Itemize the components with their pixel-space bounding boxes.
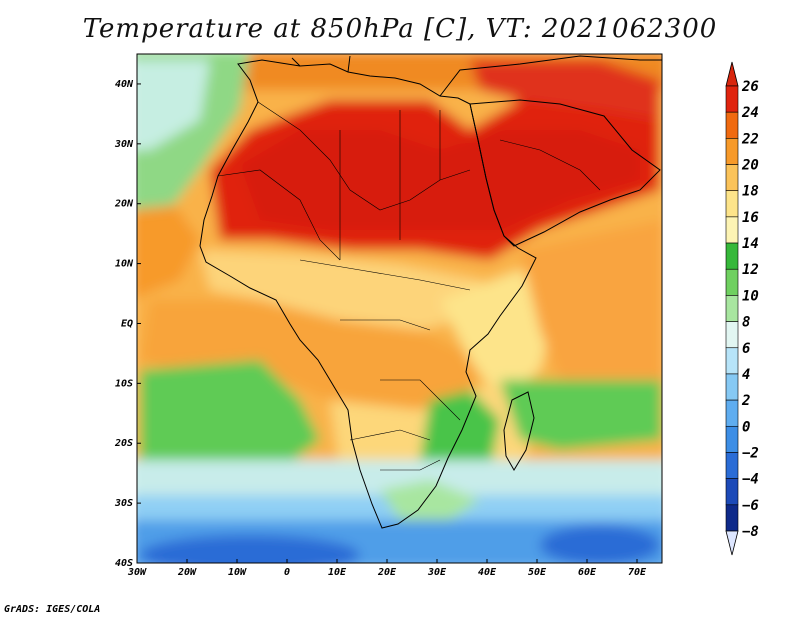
colorbar-swatch bbox=[725, 242, 739, 270]
colorbar-label: −4 bbox=[742, 472, 759, 488]
colorbar-swatch bbox=[725, 190, 739, 218]
colorbar-label: 0 bbox=[742, 419, 750, 435]
colorbar-swatch bbox=[725, 425, 739, 453]
colorbar-bottom-arrow bbox=[725, 530, 739, 556]
colorbar-label: −6 bbox=[742, 498, 759, 514]
colorbar-swatch bbox=[725, 373, 739, 401]
y-tick-label: 30N bbox=[114, 139, 134, 150]
y-tick-label: 20S bbox=[114, 438, 133, 449]
temperature-field bbox=[137, 54, 662, 563]
colorbar-label: 14 bbox=[742, 236, 759, 252]
plot-frame bbox=[136, 53, 663, 564]
colorbar-label: 6 bbox=[742, 341, 750, 357]
x-tick-label: 0 bbox=[284, 567, 290, 578]
colorbar-label: 18 bbox=[742, 184, 759, 200]
x-tick-label: 30E bbox=[427, 567, 447, 578]
coastlines bbox=[199, 55, 662, 529]
x-tick-label: 20E bbox=[377, 567, 397, 578]
colorbar-label: 12 bbox=[742, 262, 759, 278]
colorbar-swatch bbox=[725, 347, 739, 375]
colorbar-label: 24 bbox=[741, 105, 759, 121]
colorbar-label: 22 bbox=[741, 131, 759, 147]
y-tick-label: 20N bbox=[114, 199, 134, 210]
map-title: Temperature at 850hPa [C], VT: 202106230… bbox=[82, 14, 718, 44]
colorbar-label: 4 bbox=[742, 367, 750, 383]
colorbar-swatch bbox=[725, 478, 739, 506]
x-tick-label: 30W bbox=[127, 567, 147, 578]
y-tick-label: 40S bbox=[115, 558, 133, 569]
credit-label: GrADS: IGES/COLA bbox=[4, 604, 101, 615]
y-tick-label: 10S bbox=[115, 378, 133, 389]
colorbar-swatch bbox=[725, 164, 739, 192]
x-tick-label: 40E bbox=[478, 567, 497, 578]
y-tick-label: 30S bbox=[114, 498, 133, 509]
x-tick-label: 20W bbox=[177, 567, 197, 578]
colorbar-label: 2 bbox=[741, 393, 750, 409]
x-tick-label: 10W bbox=[228, 567, 247, 578]
colorbar-swatch bbox=[725, 452, 739, 479]
x-tick-label: 50E bbox=[528, 567, 547, 578]
colorbar-swatch bbox=[725, 295, 739, 322]
colorbar-swatch bbox=[725, 268, 739, 296]
colorbar-swatch bbox=[725, 216, 739, 244]
x-tick-label: 60E bbox=[578, 567, 597, 578]
colorbar-label: 8 bbox=[742, 315, 750, 331]
y-tick-label: 40N bbox=[115, 79, 134, 90]
colorbar-top-arrow bbox=[725, 61, 739, 87]
y-axis-ticks: 40N 30N 20N 10N EQ 10S 20S 30S 40S bbox=[114, 79, 141, 569]
y-tick-label: EQ bbox=[121, 318, 133, 329]
colorbar-label: 10 bbox=[742, 288, 759, 304]
colorbar-label: 26 bbox=[741, 79, 759, 95]
x-axis-ticks: 30W 20W 10W 0 10E 20E 30E 40E 50E 60E 70E bbox=[127, 559, 647, 578]
colorbar-label: −8 bbox=[742, 524, 759, 540]
colorbar-label: 20 bbox=[741, 158, 759, 174]
colorbar-swatch bbox=[725, 138, 739, 165]
colorbar-label: −2 bbox=[742, 445, 759, 461]
colorbar-swatch bbox=[725, 504, 739, 532]
country-borders bbox=[217, 101, 601, 471]
x-tick-label: 70E bbox=[628, 567, 647, 578]
colorbar-swatch bbox=[725, 111, 739, 139]
colorbar-swatch bbox=[725, 321, 739, 349]
y-tick-label: 10N bbox=[115, 259, 134, 270]
colorbar-swatch bbox=[725, 399, 739, 427]
colorbar-label: 16 bbox=[742, 210, 759, 226]
x-tick-label: 10E bbox=[328, 567, 347, 578]
colorbar-swatch bbox=[725, 85, 739, 113]
